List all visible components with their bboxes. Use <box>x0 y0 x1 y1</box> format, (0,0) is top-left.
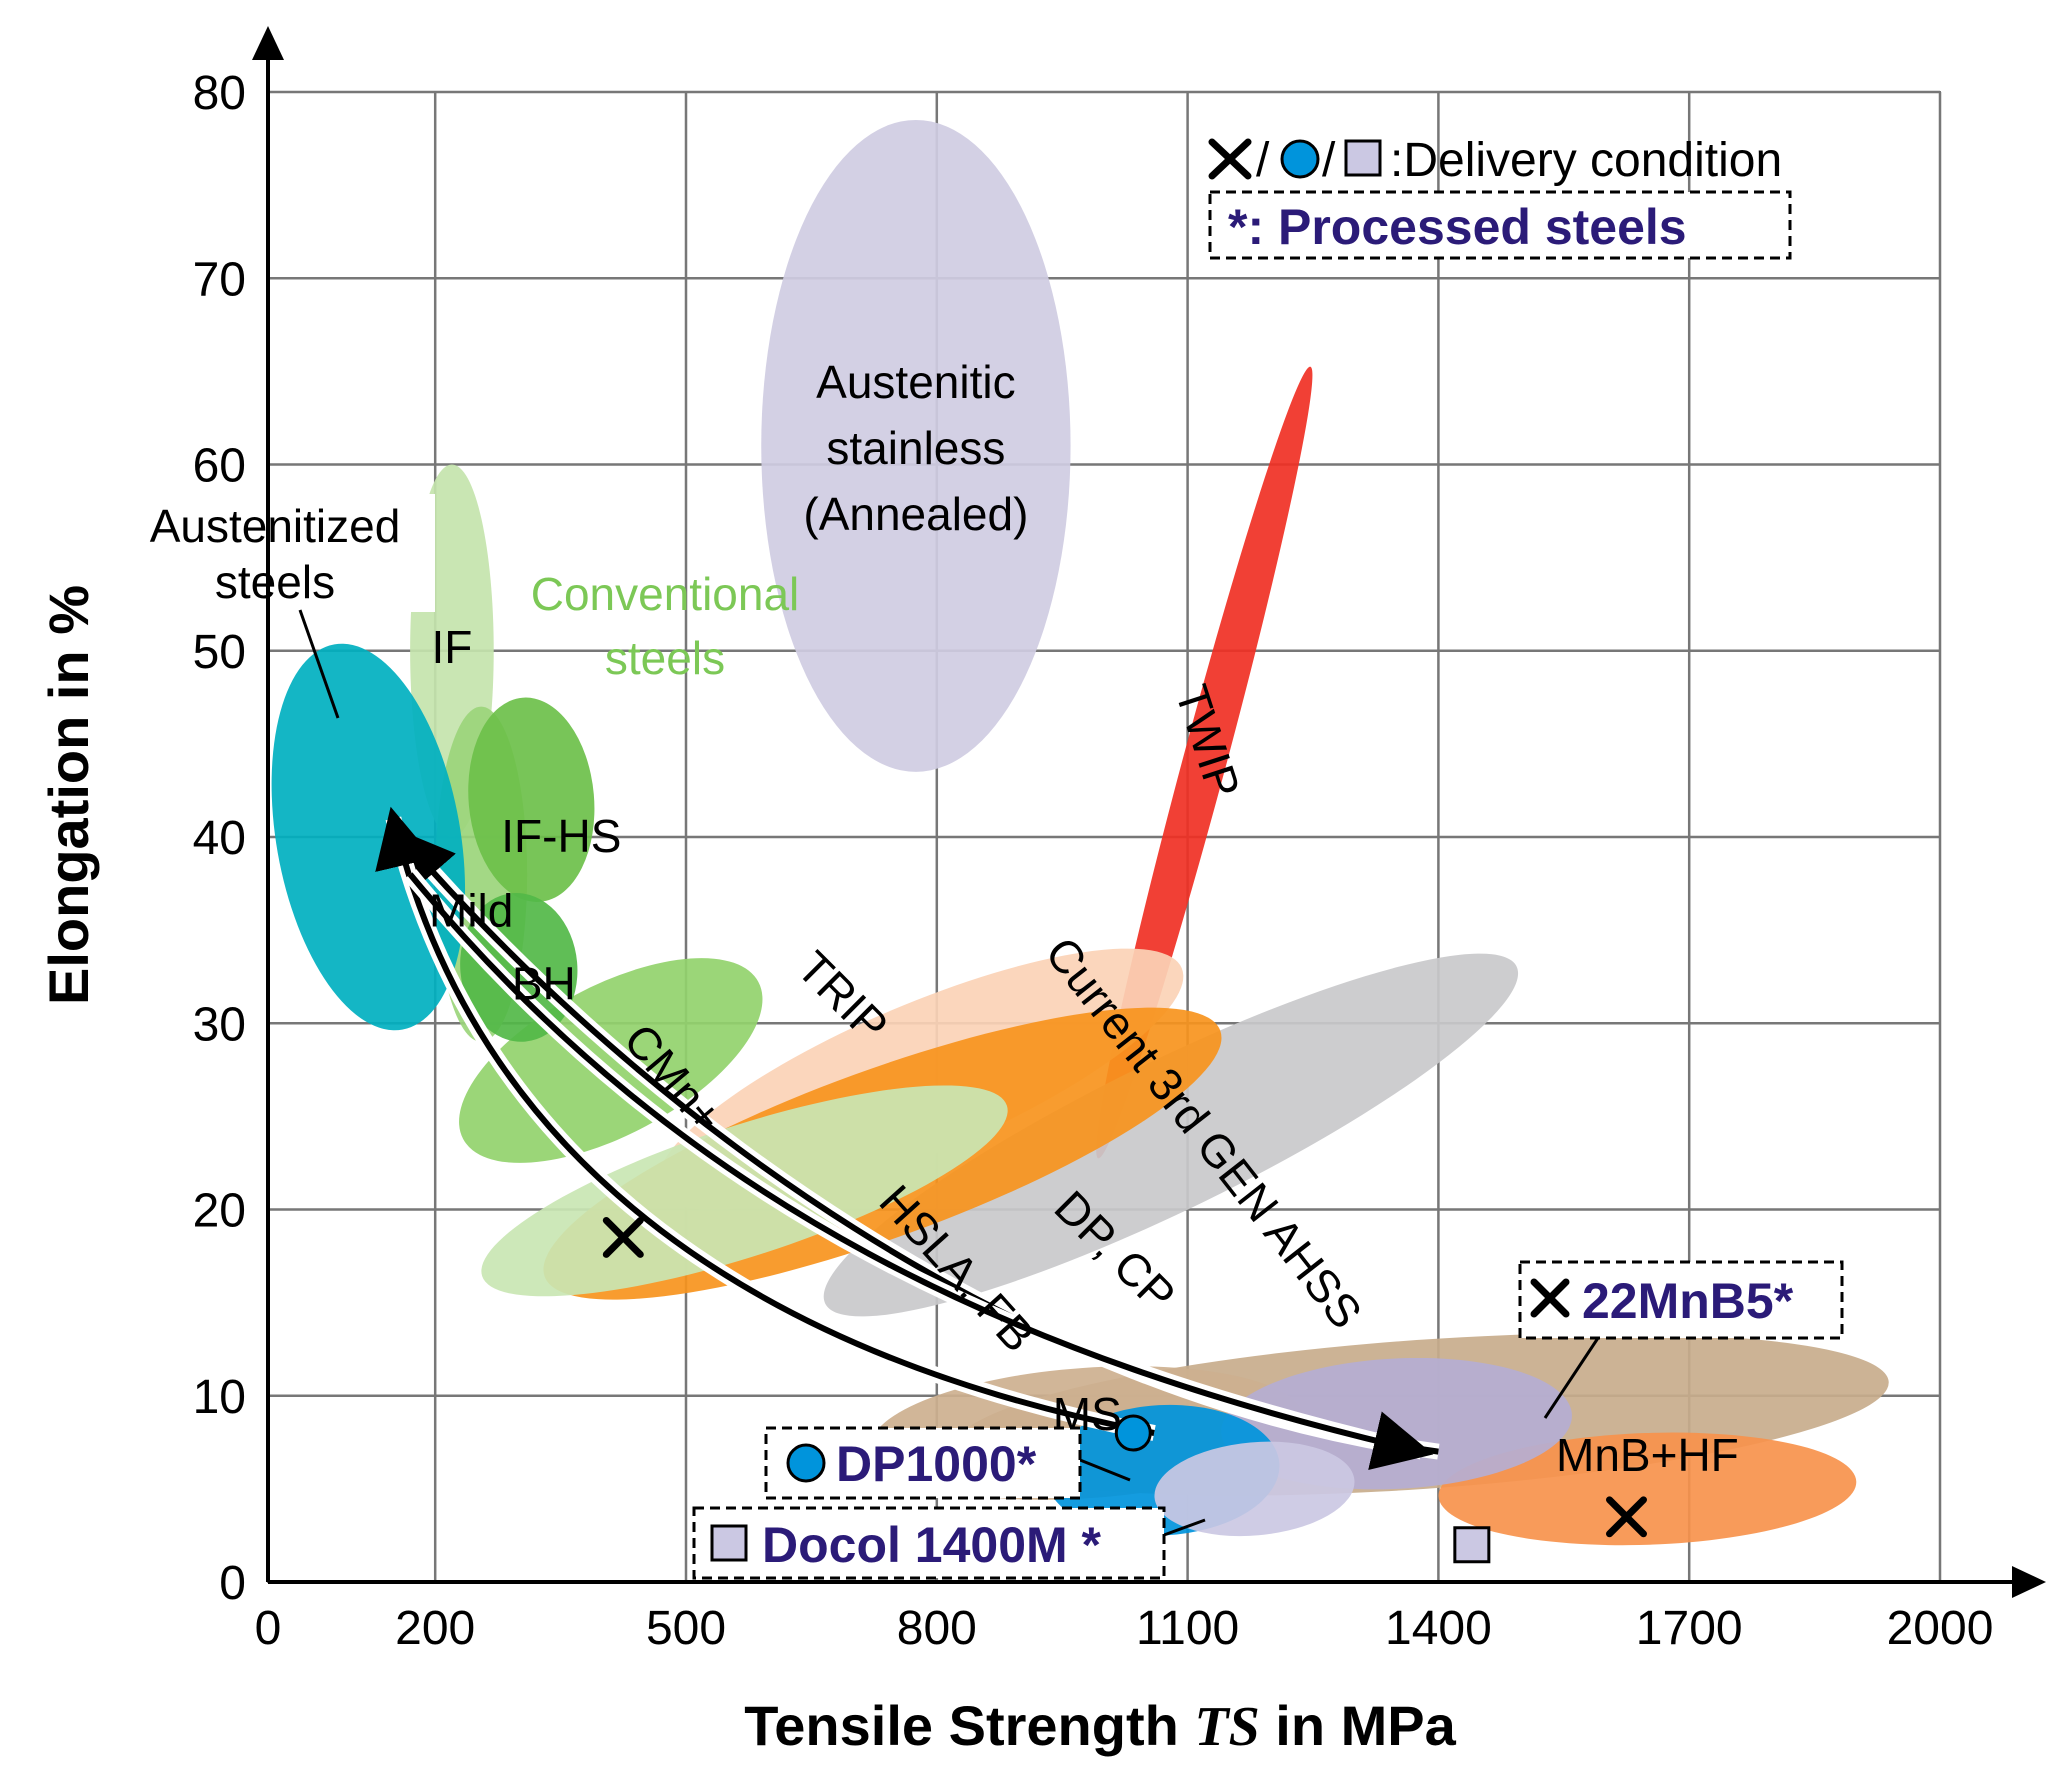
x-axis-arrow <box>2012 1566 2046 1598</box>
region-label-line: steels <box>215 556 335 608</box>
legend-square-marker <box>1344 139 1382 177</box>
region-label-line: Austenitic <box>816 356 1015 408</box>
legend-x-marker <box>1208 138 1252 180</box>
y-axis-title: Elongation in % <box>37 585 100 1005</box>
x-tick-label: 500 <box>646 1602 726 1655</box>
y-tick-label: 30 <box>193 998 246 1051</box>
y-tick-label: 70 <box>193 253 246 306</box>
region-if-hs <box>468 697 595 902</box>
region-label-line: (Annealed) <box>803 488 1028 540</box>
y-tick-label: 50 <box>193 626 246 679</box>
data-points <box>602 1216 1647 1564</box>
austenitized-label-bg <box>115 494 435 612</box>
region-label-austenitic-stainless: Austenitic stainless (Annealed) <box>803 356 1028 540</box>
legend-delivery-text: :Delivery condition <box>1390 134 1782 187</box>
tick-labels: 0 200 500 800 1100 1400 1700 2000 0 10 20 30 40 50 60 7… <box>193 67 1994 1655</box>
x-tick-label: 800 <box>897 1602 977 1655</box>
x-tick-label: 1400 <box>1385 1602 1492 1655</box>
region-label-line: stainless <box>826 422 1005 474</box>
region-austenitic-stainless <box>761 119 1071 772</box>
region-label-austenitized-steels: Austenitized steels <box>150 500 401 608</box>
x-tick-label: 200 <box>395 1602 475 1655</box>
process-arrow <box>407 872 1434 1470</box>
legend-processed-text: *: Processed steels <box>1228 199 1687 255</box>
region-label-mnb-hf: MnB+HF <box>1556 1429 1739 1481</box>
label-docol-text: Docol 1400M * <box>762 1517 1102 1573</box>
region-current-3rd-gen-ahss <box>823 953 1519 1317</box>
region-mnb-hf <box>1438 1432 1857 1546</box>
axes <box>252 26 2046 1598</box>
legend-circle-marker <box>1280 139 1320 179</box>
y-tick-label: 60 <box>193 440 246 493</box>
region-label-if-hs: IF-HS <box>501 810 621 862</box>
conventional-steels-label-line: Conventional <box>531 568 800 620</box>
region-label-if: IF <box>431 621 472 673</box>
conventional-steels-label-line: steels <box>605 632 725 684</box>
region-docol-processed <box>1154 1441 1355 1537</box>
point-square-marker <box>1453 1526 1491 1564</box>
point-x-marker <box>1606 1496 1647 1538</box>
legend-processed-box <box>1208 190 1792 260</box>
region-label-mild: Mild <box>429 884 513 936</box>
x-tick-label: 2000 <box>1887 1602 1994 1655</box>
legend-sep-1: / <box>1256 134 1270 187</box>
y-tick-label: 80 <box>193 67 246 120</box>
y-tick-label: 0 <box>219 1557 246 1610</box>
region-label-line: Austenitized <box>150 500 401 552</box>
y-axis-arrow <box>252 26 284 60</box>
y-tick-label: 10 <box>193 1371 246 1424</box>
label-22mnb5-text: 22MnB5* <box>1582 1273 1794 1329</box>
process-arrows <box>375 806 1440 1470</box>
region-label-bh: BH <box>512 958 576 1010</box>
y-tick-label: 40 <box>193 812 246 865</box>
process-arrow <box>375 806 1155 1436</box>
region-austenitized-steels <box>271 643 466 1031</box>
x-tick-label: 1100 <box>1136 1602 1239 1655</box>
austenitized-leader-line <box>298 609 340 719</box>
label-22mnb5: 22MnB5* <box>1518 1260 1844 1419</box>
conventional-steels-label: Conventional steels <box>531 568 800 684</box>
label-dp1000: DP1000* <box>764 1426 1131 1500</box>
x-tick-label: 1700 <box>1636 1602 1743 1655</box>
steel-regions <box>271 119 1889 1546</box>
x-axis-title: Tensile Strength TS in MPa <box>744 1694 1456 1758</box>
legend: / / :Delivery condition *: Processed ste… <box>1208 134 1792 260</box>
label-dp1000-text: DP1000* <box>836 1436 1037 1492</box>
y-tick-label: 20 <box>193 1185 246 1238</box>
label-docol: Docol 1400M * <box>692 1506 1206 1580</box>
point-x-marker <box>602 1216 644 1258</box>
point-circle-marker <box>1114 1414 1152 1452</box>
x-tick-label: 0 <box>255 1602 282 1655</box>
legend-sep-2: / <box>1322 134 1336 187</box>
